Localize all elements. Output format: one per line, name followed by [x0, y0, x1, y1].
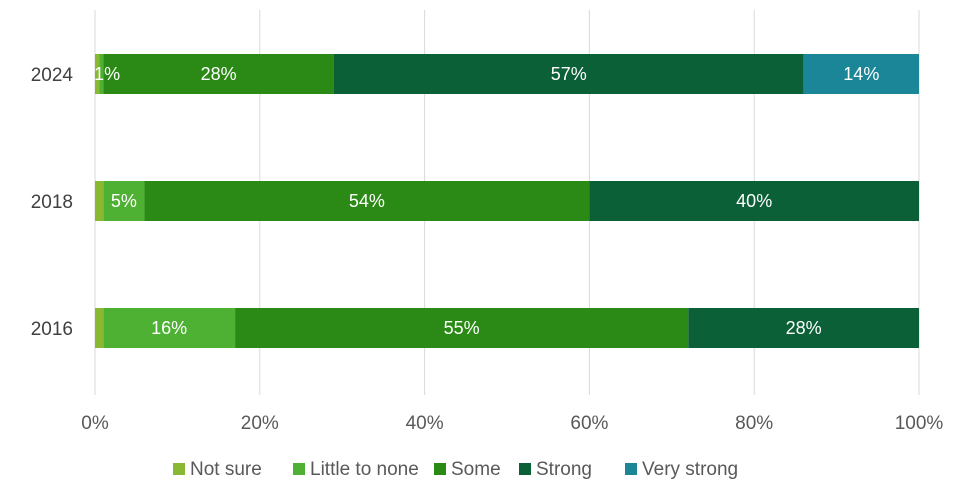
data-label: 54% — [349, 191, 385, 211]
x-tick-label: 0% — [81, 413, 109, 434]
data-label: 5% — [111, 191, 137, 211]
legend: Not sure Little to none Some Strong Very str… — [173, 459, 738, 480]
bar-segment-some-2024 — [103, 54, 334, 94]
legend-swatch — [434, 463, 446, 475]
bar-segment-strong-2018 — [589, 181, 919, 221]
data-label: 28% — [786, 318, 822, 338]
data-labels: 1% 28% 57% 14% 5% 54% 40% 16% 55% 28% — [94, 64, 879, 338]
legend-item-strong: Strong — [519, 459, 592, 480]
bar-segment-very-strong-2024 — [803, 54, 919, 94]
legend-label: Little to none — [310, 459, 419, 480]
bar-segment-little-to-none-2016 — [103, 308, 236, 348]
legend-item-very-strong: Very strong — [625, 459, 738, 480]
data-label: 14% — [843, 64, 879, 84]
bar-segment-strong-2016 — [688, 308, 919, 348]
y-category-label: 2018 — [31, 192, 73, 213]
bar-segment-some-2018 — [144, 181, 590, 221]
y-category-label: 2024 — [31, 65, 74, 86]
bar-segment-not-sure-2016 — [95, 308, 104, 348]
bar-segment-little-to-none-2018 — [103, 181, 145, 221]
legend-label: Very strong — [642, 459, 738, 480]
x-tick-label: 80% — [735, 413, 773, 434]
legend-swatch — [293, 463, 305, 475]
bar-segment-strong-2024 — [333, 54, 804, 94]
legend-swatch — [519, 463, 531, 475]
data-label: 55% — [444, 318, 480, 338]
axes: 0% 20% 40% 60% 80% 100% 2024 2018 2016 — [31, 65, 944, 434]
x-tick-label: 60% — [570, 413, 608, 434]
legend-swatch — [625, 463, 637, 475]
legend-label: Strong — [536, 459, 592, 480]
data-label: 57% — [551, 64, 587, 84]
data-label: 16% — [151, 318, 187, 338]
bar-segment-some-2016 — [235, 308, 689, 348]
x-tick-label: 100% — [895, 413, 944, 434]
data-label: 28% — [201, 64, 237, 84]
data-label: 40% — [736, 191, 772, 211]
bar-segment-little-to-none-2024 — [99, 54, 104, 94]
bar-segment-not-sure-2024 — [95, 54, 100, 94]
bars — [95, 54, 919, 348]
legend-swatch — [173, 463, 185, 475]
x-tick-label: 40% — [406, 413, 444, 434]
legend-item-some: Some — [434, 459, 501, 480]
data-label: 1% — [94, 64, 120, 84]
x-tick-label: 20% — [241, 413, 279, 434]
legend-item-not-sure: Not sure — [173, 459, 262, 480]
legend-label: Not sure — [190, 459, 262, 480]
legend-label: Some — [451, 459, 501, 480]
legend-item-little-to-none: Little to none — [293, 459, 419, 480]
bar-segment-not-sure-2018 — [95, 181, 104, 221]
y-category-label: 2016 — [31, 319, 73, 340]
